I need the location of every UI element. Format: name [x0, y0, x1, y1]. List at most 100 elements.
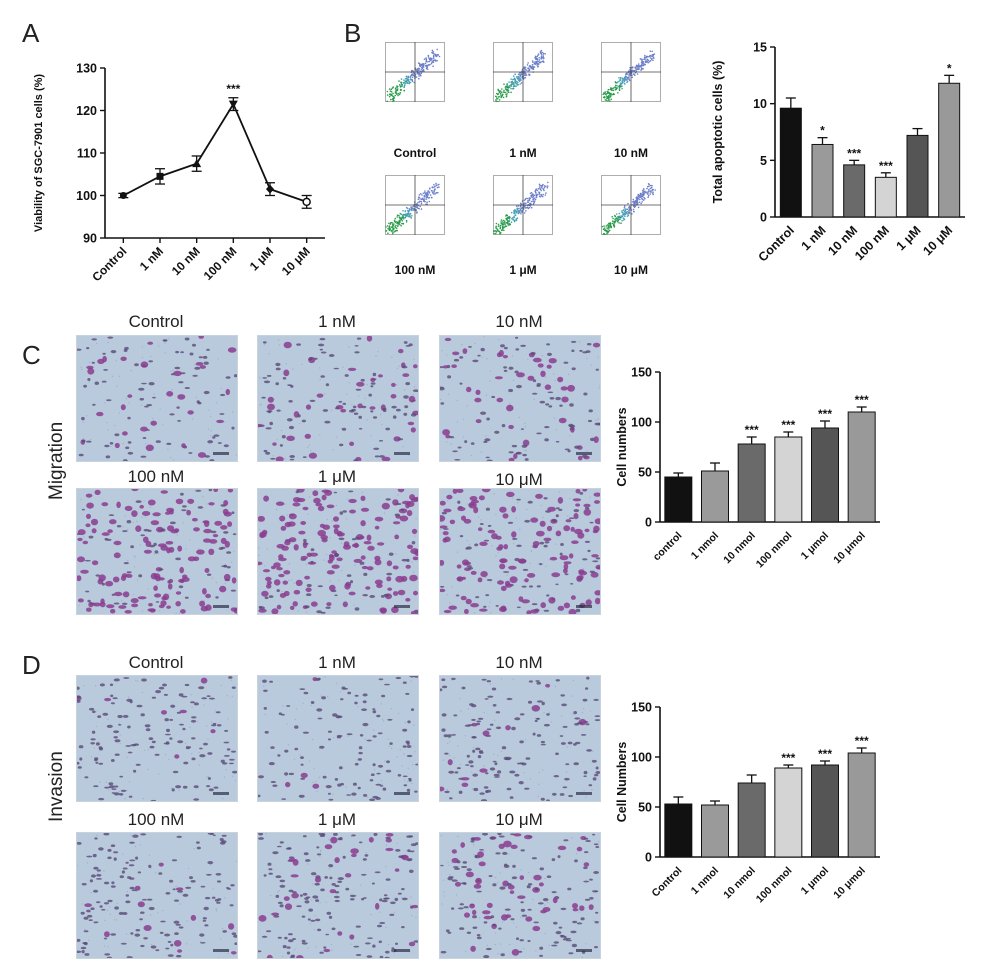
- facs-event: [433, 186, 436, 188]
- stained-cell: [276, 409, 281, 412]
- facs-event: [641, 64, 643, 67]
- stained-cell: [166, 507, 175, 513]
- stained-cell: [262, 529, 268, 535]
- stained-cell: [555, 396, 561, 401]
- stained-cell: [566, 939, 572, 942]
- stained-cell: [353, 542, 359, 548]
- facs-event: [413, 205, 415, 207]
- stained-cell: [497, 770, 502, 774]
- membrane-pore: [259, 404, 261, 406]
- stained-cell: [540, 740, 545, 744]
- stained-cell: [530, 517, 539, 523]
- stained-cell: [486, 789, 492, 793]
- facs-event: [495, 225, 497, 228]
- membrane-pore: [170, 370, 172, 372]
- stained-cell: [594, 715, 600, 717]
- membrane-pore: [396, 756, 398, 758]
- stained-cell: [174, 932, 179, 935]
- stained-cell: [547, 391, 554, 394]
- stained-cell: [589, 521, 594, 524]
- stained-cell: [258, 833, 263, 836]
- facs-event: [504, 88, 507, 90]
- stained-cell: [135, 929, 141, 932]
- stained-cell: [258, 837, 264, 840]
- stained-cell: [118, 724, 122, 726]
- facs-event: [644, 198, 646, 200]
- bar: [774, 436, 803, 523]
- stained-cell: [275, 894, 280, 898]
- stained-cell: [456, 489, 464, 493]
- membrane-pore: [126, 890, 129, 893]
- stained-cell: [458, 790, 463, 794]
- stained-cell: [584, 851, 589, 854]
- stained-cell: [302, 731, 309, 734]
- facs-event: [608, 94, 610, 97]
- facs-event: [644, 54, 646, 57]
- stained-cell: [320, 611, 326, 614]
- facs-event: [623, 82, 626, 85]
- stained-cell: [442, 531, 449, 536]
- facs-event: [605, 225, 608, 227]
- stained-cell: [233, 374, 237, 378]
- stained-cell: [491, 687, 497, 691]
- stained-cell: [224, 729, 229, 732]
- stained-cell: [555, 440, 560, 443]
- membrane-pore: [554, 543, 557, 545]
- micrograph-image: [440, 833, 600, 958]
- membrane-pore: [527, 358, 529, 360]
- membrane-pore: [471, 771, 473, 773]
- facs-event: [410, 74, 413, 76]
- significance-label: *: [947, 61, 952, 75]
- stained-cell: [169, 718, 174, 721]
- stained-cell: [499, 563, 506, 570]
- membrane-pore: [522, 580, 525, 582]
- stained-cell: [356, 337, 362, 340]
- stained-cell: [496, 726, 502, 730]
- membrane-pore: [141, 346, 144, 348]
- membrane-pore: [225, 769, 227, 771]
- stained-cell: [284, 540, 291, 546]
- stained-cell: [375, 797, 381, 800]
- facs-event: [501, 223, 504, 225]
- membrane-pore: [579, 341, 581, 343]
- stained-cell: [469, 703, 474, 706]
- facs-event: [510, 91, 512, 94]
- facs-event: [392, 92, 394, 95]
- membrane-pore: [208, 409, 210, 412]
- stained-cell: [333, 833, 338, 836]
- facs-event: [499, 232, 501, 235]
- stained-cell: [459, 356, 464, 359]
- membrane-pore: [326, 553, 328, 556]
- facs-event: [409, 213, 411, 215]
- membrane-pore: [258, 547, 260, 549]
- facs-event: [503, 229, 505, 232]
- membrane-pore: [361, 491, 364, 494]
- stained-cell: [101, 908, 106, 911]
- membrane-pore: [145, 443, 147, 445]
- stained-cell: [363, 572, 368, 576]
- stained-cell: [348, 498, 357, 504]
- membrane-pore: [311, 738, 314, 741]
- panel-letter-c: C: [22, 340, 41, 370]
- facs-event: [618, 80, 621, 82]
- stained-cell: [464, 608, 469, 614]
- stained-cell: [319, 745, 325, 749]
- stained-cell: [173, 528, 180, 533]
- stained-cell: [531, 705, 541, 712]
- stained-cell: [77, 938, 81, 942]
- stained-cell: [472, 909, 477, 915]
- stained-cell: [149, 745, 155, 749]
- facs-event: [507, 89, 510, 92]
- stained-cell: [318, 343, 325, 347]
- stained-cell: [85, 590, 90, 593]
- stained-cell: [411, 528, 418, 535]
- stained-cell: [451, 907, 455, 910]
- stained-cell: [176, 711, 181, 714]
- facs-event: [637, 198, 639, 200]
- stained-cell: [460, 777, 470, 781]
- facs-event: [542, 183, 544, 186]
- stained-cell: [483, 539, 490, 542]
- stained-cell: [110, 350, 117, 354]
- stained-cell: [126, 520, 132, 524]
- stained-cell: [231, 577, 237, 584]
